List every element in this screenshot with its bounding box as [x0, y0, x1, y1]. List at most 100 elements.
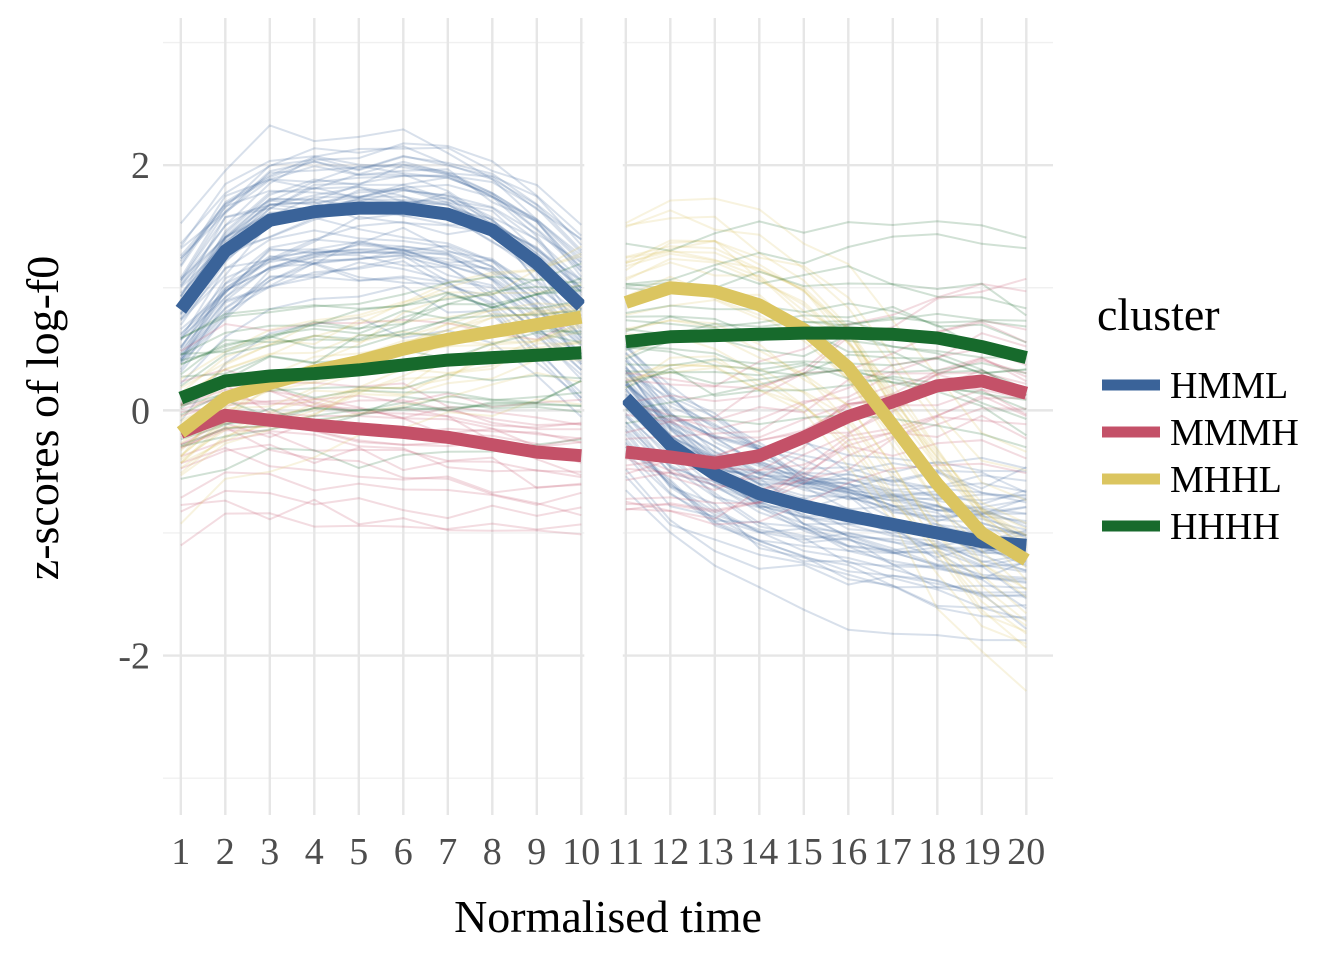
trajectory-hmml: [625, 428, 1027, 598]
trajectory-mhhl: [180, 304, 582, 399]
trajectory-hmml: [625, 383, 1027, 537]
trajectory-mmmh: [180, 431, 582, 490]
legend-title: cluster: [1097, 289, 1220, 340]
trajectory-mmmh: [625, 388, 1027, 482]
x-tick-label: 1: [171, 831, 190, 873]
trajectory-hmml: [625, 381, 1027, 490]
trajectory-mmmh: [180, 426, 582, 517]
trajectory-mhhl: [625, 363, 1027, 635]
trajectory-hmml: [180, 163, 582, 263]
x-tick-label: 10: [562, 831, 600, 873]
trajectory-mmmh: [625, 439, 1027, 492]
trajectory-hmml: [624, 388, 1027, 630]
trajectory-hmml: [625, 383, 1027, 493]
trajectory-hmml: [625, 351, 1027, 500]
trajectory-mhhl: [625, 257, 1027, 530]
trajectory-mhhl: [180, 252, 582, 407]
trajectory-hmml: [625, 352, 1027, 534]
series-line-mhhl-seg1: [176, 310, 583, 438]
trajectory-hhhh: [180, 403, 582, 447]
trajectory-mmmh: [180, 489, 582, 520]
trajectory-mmmh: [180, 498, 582, 536]
trajectory-hmml: [180, 251, 582, 373]
x-tick-label: 7: [438, 831, 457, 873]
trajectory-hmml: [625, 475, 1027, 589]
x-tick-label: 14: [740, 831, 778, 873]
legend-label-mmmh: MMMH: [1170, 412, 1299, 454]
trajectory-hmml: [179, 242, 582, 363]
trajectory-mhhl: [180, 309, 582, 458]
trajectory-hmml: [625, 393, 1027, 555]
trajectory-hmml: [625, 366, 1027, 504]
trajectory-hmml: [180, 240, 583, 348]
trajectory-mmmh: [625, 359, 1027, 431]
trajectory-hhhh: [625, 220, 1027, 252]
trajectory-hmml: [625, 372, 1027, 501]
x-tick-label: 20: [1007, 831, 1045, 873]
trajectory-mmmh: [625, 414, 1027, 492]
x-tick-label: 15: [785, 831, 823, 873]
trajectory-hhhh: [180, 262, 582, 340]
x-tick-label: 11: [608, 831, 645, 873]
trajectory-mmmh: [625, 415, 1027, 521]
trajectory-hhhh: [625, 265, 1027, 310]
trajectory-hmml: [179, 163, 583, 297]
trajectory-hmml: [180, 145, 582, 257]
trajectory-mmmh: [180, 512, 582, 547]
trajectory-mmmh: [180, 446, 582, 494]
trajectory-mmmh: [625, 347, 1027, 422]
trajectory-hmml: [180, 284, 582, 399]
trajectory-hmml: [625, 421, 1027, 555]
trajectory-mhhl: [180, 339, 582, 469]
trajectory-hhhh: [180, 309, 582, 356]
trajectory-hmml: [179, 165, 583, 278]
trajectory-hhhh: [625, 364, 1027, 411]
legend-label-mhhl: MHHL: [1170, 459, 1282, 501]
trajectory-mmmh: [180, 392, 582, 414]
trajectory-hmml: [180, 261, 582, 361]
trajectory-mhhl: [625, 245, 1027, 545]
trajectory-hhhh: [625, 305, 1027, 344]
trajectory-mmmh: [625, 394, 1027, 512]
trajectory-mhhl: [625, 240, 1027, 536]
trajectory-hhhh: [180, 289, 582, 366]
trajectory-hmml: [625, 414, 1027, 581]
trajectory-hhhh: [180, 277, 582, 387]
trajectory-hmml: [180, 183, 582, 297]
trajectory-hmml: [625, 441, 1027, 580]
trajectory-mhhl: [180, 245, 582, 389]
legend-label-hhhh: HHHH: [1170, 506, 1280, 548]
trajectory-hmml: [180, 249, 582, 357]
trajectory-mhhl: [625, 261, 1027, 525]
trajectory-hhhh: [180, 285, 582, 366]
trajectory-mmmh: [625, 462, 1027, 526]
trajectory-mhhl: [625, 366, 1027, 692]
trajectory-hmml: [180, 160, 582, 290]
trajectory-mhhl: [625, 319, 1027, 623]
x-tick-label: 5: [349, 831, 368, 873]
trajectory-hmml: [179, 189, 582, 287]
series-line-mhhl-seg2: [623, 281, 1030, 566]
y-axis-ticks: -2 0 2: [118, 145, 150, 677]
trajectory-hhhh: [625, 316, 1027, 337]
trajectory-hhhh: [625, 361, 1027, 411]
trajectory-hhhh: [625, 356, 1027, 375]
x-tick-label: 3: [260, 831, 279, 873]
cluster-mean-lines: [175, 18, 1030, 815]
trajectory-mmmh: [180, 471, 582, 506]
y-tick-label: 2: [131, 145, 150, 187]
trajectory-hhhh: [625, 413, 1027, 449]
trajectory-mmmh: [625, 407, 1027, 505]
trajectory-hmml: [625, 415, 1027, 568]
trajectory-hmml: [179, 248, 582, 371]
trajectory-hmml: [625, 421, 1027, 568]
trajectory-hmml: [179, 155, 583, 272]
trajectory-hmml: [180, 239, 583, 355]
trajectory-mhhl: [625, 215, 1028, 562]
trajectory-hmml: [625, 346, 1027, 546]
legend: cluster HMML MMMH MHHL HHHH: [1097, 289, 1299, 548]
trajectory-mhhl: [625, 319, 1027, 627]
trajectory-hmml: [180, 186, 583, 298]
trajectory-mmmh: [180, 395, 582, 431]
